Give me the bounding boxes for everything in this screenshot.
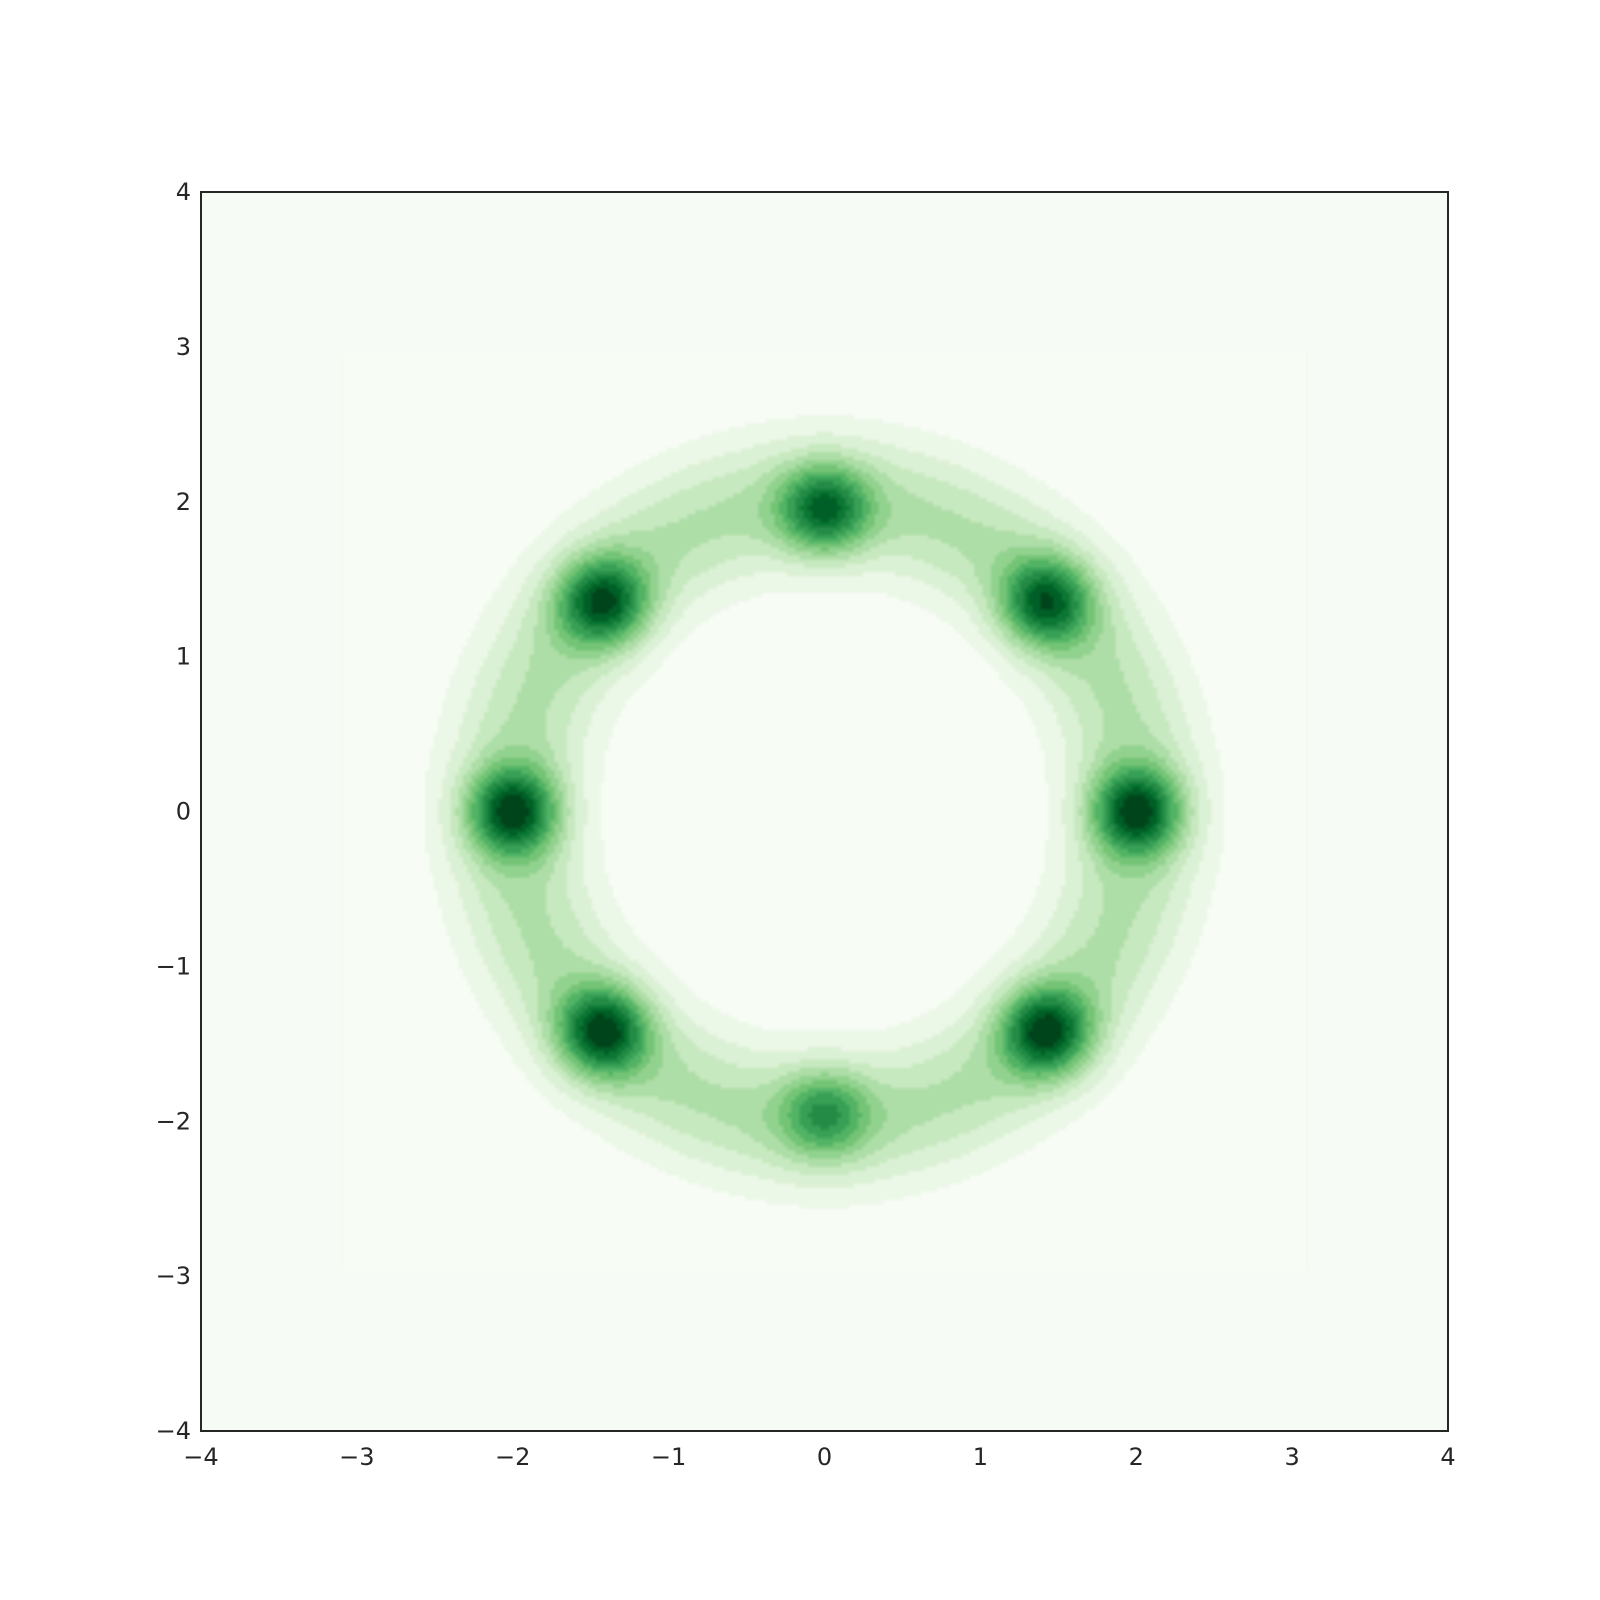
y-tick-label: 2 [176, 488, 191, 516]
x-tick-label: −4 [183, 1443, 218, 1471]
x-tick-label: −2 [495, 1443, 530, 1471]
axes-frame [200, 191, 1449, 1432]
x-tick-label: 2 [1129, 1443, 1144, 1471]
density-heatmap [201, 192, 1448, 1431]
x-tick-label: 3 [1284, 1443, 1299, 1471]
y-tick-label: 0 [176, 798, 191, 826]
x-tick-label: 4 [1440, 1443, 1455, 1471]
y-axis-ticks: −4 −3 −2 −1 0 1 2 3 4 [156, 178, 191, 1445]
y-tick-label: 4 [176, 178, 191, 206]
y-tick-label: −1 [156, 952, 191, 980]
x-axis-ticks: −4 −3 −2 −1 0 1 2 3 4 [183, 1443, 1455, 1471]
y-tick-label: −2 [156, 1107, 191, 1135]
x-tick-label: −3 [339, 1443, 374, 1471]
y-tick-label: −4 [156, 1417, 191, 1445]
x-tick-label: −1 [651, 1443, 686, 1471]
x-tick-label: 1 [973, 1443, 988, 1471]
y-tick-label: 3 [176, 333, 191, 361]
y-tick-label: 1 [176, 643, 191, 671]
y-tick-label: −3 [156, 1262, 191, 1290]
x-tick-label: 0 [817, 1443, 832, 1471]
